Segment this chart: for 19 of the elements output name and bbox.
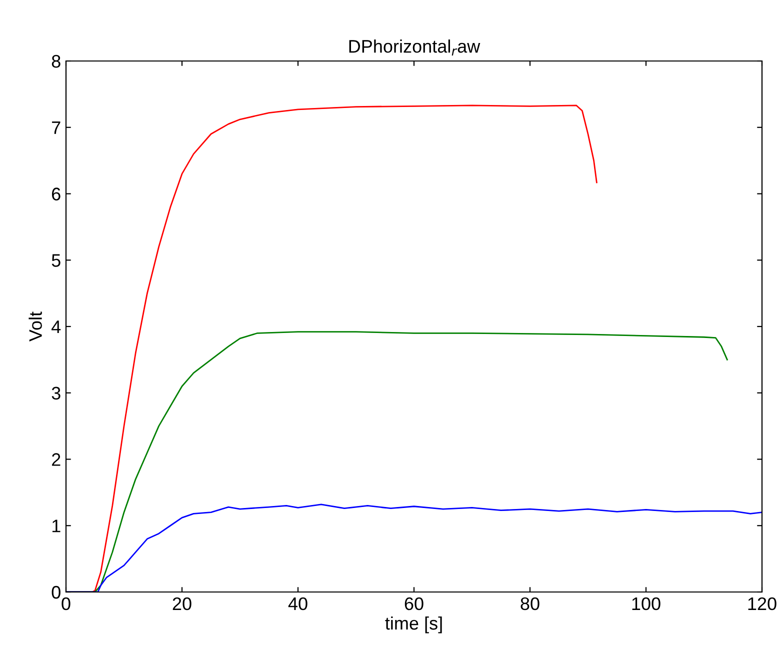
y-tick-label: 1 [52,520,60,532]
x-axis-title: time [s] [385,616,442,634]
y-tick-label: 8 [52,54,60,68]
x-tick-label: 40 [288,597,308,610]
x-tick-label: 20 [172,597,192,610]
x-tick-label: 100 [632,597,660,610]
x-tick-label: 60 [404,597,424,610]
x-tick-label: 0 [62,597,70,610]
y-axis-title: Volt [28,312,42,342]
y-tick-label: 5 [52,254,60,267]
x-tick-label: 120 [748,597,776,610]
x-tick-label: 80 [520,597,540,610]
y-tick-label: 4 [52,320,61,334]
y-tick-label: 0 [52,586,60,599]
y-tick-label: 7 [52,121,60,134]
y-tick-label: 3 [52,386,60,400]
y-tick-label: 6 [52,188,60,200]
chart-title: DPhorizontal$_{r}$aw [349,39,480,56]
y-tick-label: 2 [52,453,60,466]
